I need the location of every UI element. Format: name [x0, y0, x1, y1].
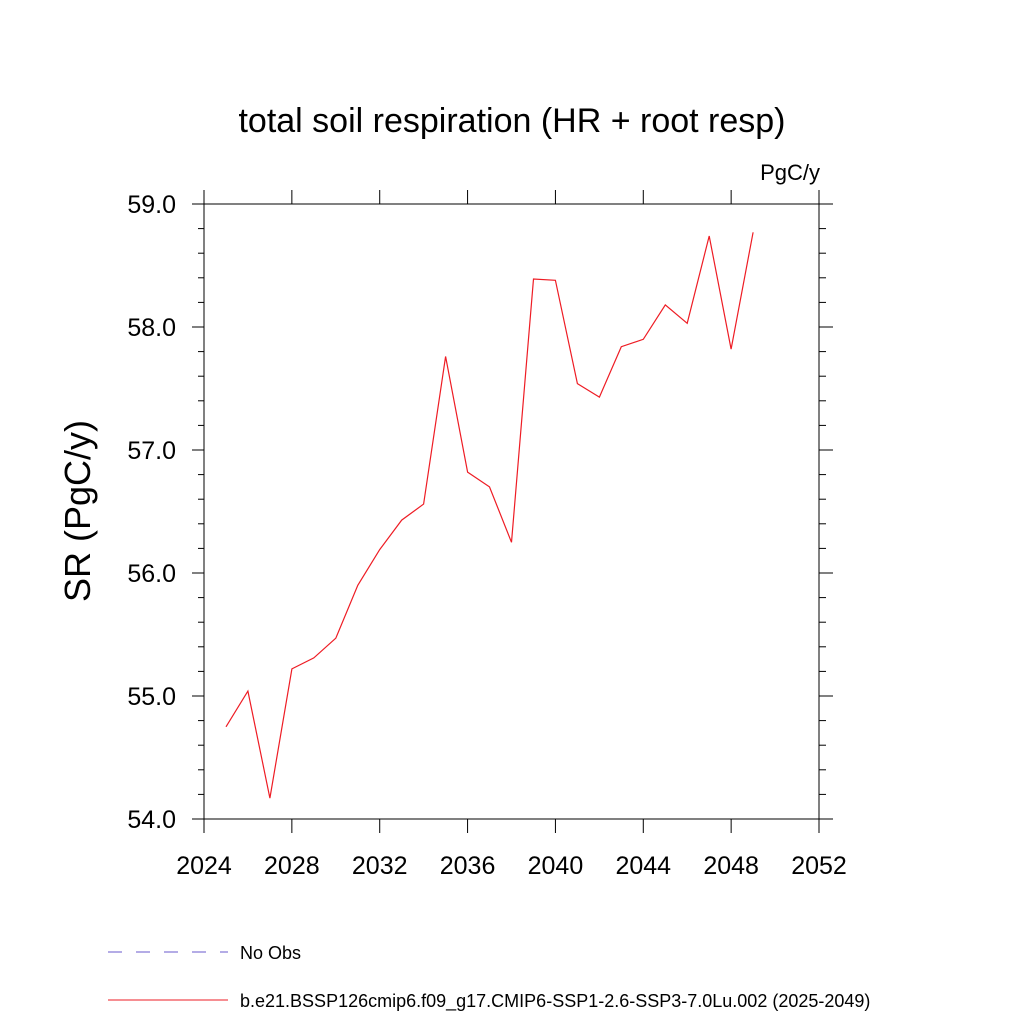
plot-frame	[203, 203, 820, 820]
y-tick-label: 56.0	[127, 560, 176, 588]
series-line-0	[225, 232, 754, 799]
x-tick-label: 2052	[791, 852, 847, 880]
y-tick-label: 59.0	[127, 191, 176, 219]
legend-label-1: b.e21.BSSP126cmip6.f09_g17.CMIP6-SSP1-2.…	[240, 991, 870, 1012]
x-tick-label: 2036	[440, 852, 496, 880]
chart-title: total soil respiration (HR + root resp)	[238, 102, 785, 140]
y-tick-label: 54.0	[127, 806, 176, 834]
y-tick-label: 57.0	[127, 437, 176, 465]
x-tick-label: 2040	[528, 852, 584, 880]
x-tick-label: 2032	[352, 852, 408, 880]
units-label: PgC/y	[760, 160, 820, 185]
x-tick-label: 2028	[264, 852, 320, 880]
y-axis-label: SR (PgC/y)	[57, 420, 98, 602]
x-tick-label: 2044	[615, 852, 671, 880]
y-tick-label: 55.0	[127, 683, 176, 711]
legend-label-0: No Obs	[240, 943, 301, 963]
x-tick-label: 2024	[176, 852, 232, 880]
y-tick-label: 58.0	[127, 314, 176, 342]
x-tick-label: 2048	[703, 852, 759, 880]
